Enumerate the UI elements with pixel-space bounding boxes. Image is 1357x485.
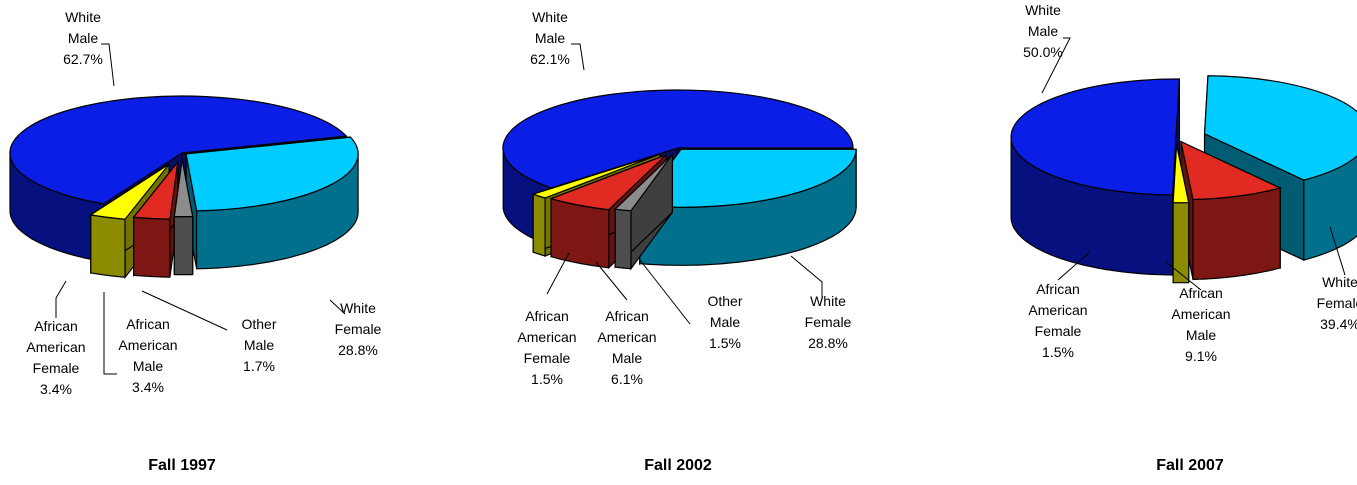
chart-title-fall-1997: Fall 1997: [148, 457, 216, 474]
label-african-american-male: African American Male 3.4%: [118, 316, 177, 395]
label-african-american-female: African American Female 1.5%: [1028, 281, 1087, 360]
slice-label-line: African: [34, 318, 78, 334]
label-african-american-female: African American Female 1.5%: [517, 308, 576, 387]
label-african-american-female: African American Female 3.4%: [26, 318, 85, 397]
pie-chart-fall-2002: White Female 28.8% Other Male 1.5% African Amer…: [502, 9, 857, 387]
slice-label-line: American: [1171, 306, 1230, 322]
slice-label-line: Male: [1028, 23, 1059, 39]
leader-line: [1041, 37, 1071, 94]
slice-white-female: [185, 136, 359, 270]
slice-percentage: 9.1%: [1185, 348, 1217, 364]
slice-percentage: 1.5%: [531, 371, 563, 387]
slice-percentage: 1.7%: [243, 358, 275, 374]
slice-percentage: 3.4%: [40, 381, 72, 397]
slice-label-line: Male: [244, 337, 275, 353]
label-white-male: White Male 50.0%: [1023, 2, 1063, 60]
slice-label-line: Male: [535, 30, 566, 46]
slice-label-line: White: [340, 300, 376, 316]
leader-line: [329, 299, 346, 315]
leader-line: [1057, 251, 1091, 281]
slice-label-line: African: [1179, 285, 1223, 301]
leader-line: [55, 280, 67, 318]
slice-label-line: Other: [241, 316, 276, 332]
slice-label-line: Female: [1035, 323, 1082, 339]
slice-percentage: 6.1%: [611, 371, 643, 387]
slice-label-line: Female: [33, 360, 80, 376]
slice-label-line: White: [810, 293, 846, 309]
leader-line: [1329, 226, 1346, 276]
leader-line: [595, 261, 628, 301]
slice-label-line: American: [517, 329, 576, 345]
leader-line: [571, 43, 585, 71]
slice-label-line: Male: [612, 350, 643, 366]
slice-percentage: 39.4%: [1320, 316, 1357, 332]
slice-label-line: American: [26, 339, 85, 355]
leader-line: [141, 290, 228, 331]
chart-title-fall-2007: Fall 2007: [1156, 457, 1224, 474]
slice-label-line: White: [1322, 274, 1357, 290]
leader-line: [103, 292, 117, 375]
slice-label-line: White: [65, 9, 101, 25]
slice-label-line: American: [118, 337, 177, 353]
slice-label-line: Male: [1186, 327, 1217, 343]
pie-chart-fall-2007: WhiteFemale39.4%AfricanAmericanMale9.1%A…: [1010, 2, 1357, 364]
slice-label-line: Female: [524, 350, 571, 366]
label-white-male: White Male 62.1%: [530, 9, 570, 67]
slice-label-line: American: [597, 329, 656, 345]
pie-chart-fall-1997: White Female 28.8% Other Male 1.7% African Amer…: [9, 9, 382, 397]
leader-line: [1165, 261, 1202, 291]
slice-other-male: [613, 152, 673, 271]
slice-african-american-male: [1180, 140, 1282, 281]
label-white-female: White Female 28.8%: [335, 300, 382, 358]
slice-percentage: 62.7%: [63, 51, 103, 67]
slice-other-male: [173, 159, 194, 276]
leader-line: [101, 43, 115, 87]
slice-percentage: 28.8%: [808, 335, 848, 351]
slice-percentage: 1.5%: [1042, 344, 1074, 360]
slice-label-line: American: [1028, 302, 1087, 318]
label-african-american-male: African American Male 9.1%: [1171, 285, 1230, 364]
label-white-female: White Female 39.4%: [1317, 274, 1357, 332]
slice-percentage: 50.0%: [1023, 44, 1063, 60]
slice-label-line: Female: [335, 321, 382, 337]
slice-label-line: White: [532, 9, 568, 25]
slice-label-line: African: [126, 316, 170, 332]
label-other-male: Other Male 1.7%: [241, 316, 276, 374]
slice-label-line: Female: [1317, 295, 1357, 311]
leader-line: [639, 259, 691, 325]
slice-label-line: Other: [707, 293, 742, 309]
slice-percentage: 1.5%: [709, 335, 741, 351]
chart-title-fall-2002: Fall 2002: [644, 457, 712, 474]
slice-label-line: African: [525, 308, 569, 324]
label-white-female: White Female 28.8%: [805, 293, 852, 351]
slice-label-line: Male: [710, 314, 741, 330]
slice-label-line: Female: [805, 314, 852, 330]
slice-percentage: 62.1%: [530, 51, 570, 67]
slice-label-line: Male: [68, 30, 99, 46]
slice-label-line: African: [1036, 281, 1080, 297]
leader-line: [790, 255, 823, 297]
slice-percentage: 3.4%: [132, 379, 164, 395]
slice-label-line: African: [605, 308, 649, 324]
label-other-male: Other Male 1.5%: [707, 293, 742, 351]
slice-african-american-female: [1172, 144, 1190, 284]
slice-african-american-male: [132, 160, 179, 278]
label-african-american-male: African American Male 6.1%: [597, 308, 656, 387]
slice-label-line: Male: [133, 358, 164, 374]
slice-percentage: 28.8%: [338, 342, 378, 358]
leader-line: [546, 252, 570, 295]
label-white-male: White Male 62.7%: [63, 9, 103, 67]
slice-label-line: White: [1025, 2, 1061, 18]
slice-white-male: [1010, 78, 1181, 276]
